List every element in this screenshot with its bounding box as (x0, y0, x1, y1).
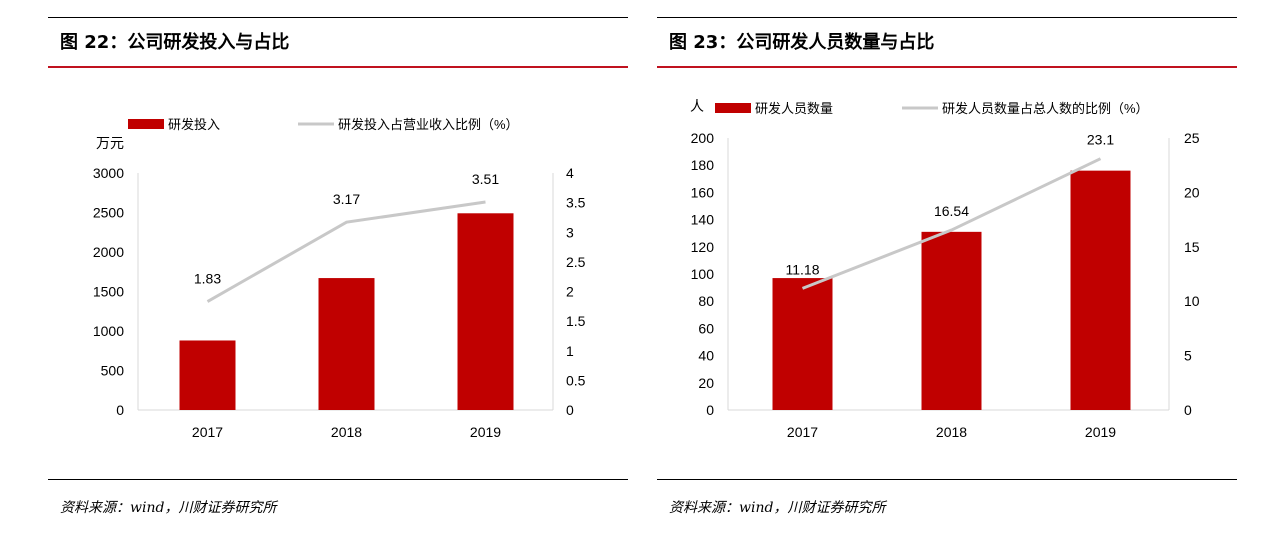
line-data-label: 23.1 (1087, 132, 1114, 148)
y-right-tick-label: 1.5 (566, 313, 586, 329)
rd-investment-chart: 研发投入 研发投入占营业收入比例（%） 万元 0 500 1000 1500 2000 2500… (93, 117, 586, 440)
bar-2019 (457, 213, 514, 410)
bar-2017 (179, 340, 236, 410)
y-right-tick-label: 3.5 (566, 195, 586, 211)
y-left-tick-label: 0 (116, 402, 124, 418)
y-left-tick-label: 2000 (93, 244, 124, 260)
x-tick-label: 2018 (936, 424, 967, 440)
y-left-tick-label: 20 (698, 375, 714, 391)
line-data-label: 3.17 (333, 191, 360, 207)
ratio-line (206, 200, 486, 303)
y-left-unit-label: 万元 (96, 135, 124, 151)
legend-line-label: 研发人员数量占总人数的比例（%） (942, 101, 1149, 116)
y-left-tick-label: 140 (691, 212, 715, 228)
x-tick-label: 2017 (192, 424, 223, 440)
y-left-tick-label: 0 (706, 402, 714, 418)
y-right-tick-label: 25 (1184, 130, 1200, 146)
y-left-tick-label: 100 (691, 266, 715, 282)
y-left-tick-label: 180 (691, 157, 715, 173)
line-data-label: 3.51 (472, 171, 499, 187)
x-tick-label: 2019 (1085, 424, 1116, 440)
rd-staff-chart: 研发人员数量 研发人员数量占总人数的比例（%）人02040608010012014… (690, 98, 1200, 440)
y-right-tick-label: 0 (1184, 402, 1192, 418)
line-data-label: 11.18 (786, 261, 820, 277)
bar-2018 (318, 278, 375, 410)
x-tick-label: 2017 (787, 424, 818, 440)
y-right-tick-label: 3 (566, 224, 574, 240)
top-rule (657, 17, 1237, 18)
y-left-tick-label: 120 (691, 239, 715, 255)
figure-23-panel: 图 23：公司研发人员数量与占比 研发人员数量 研发人员数量占总人数的比例（%） 人… (657, 0, 1237, 548)
top-rule (48, 17, 628, 18)
y-right-tick-label: 4 (566, 165, 574, 181)
line-data-label: 16.54 (934, 203, 969, 219)
y-right-tick-label: 0.5 (566, 372, 586, 388)
x-tick-label: 2019 (470, 424, 501, 440)
figure-title: 图 23：公司研发人员数量与占比 (669, 32, 935, 53)
y-left-tick-label: 60 (698, 320, 714, 336)
y-right-tick-label: 2 (566, 284, 574, 300)
title-underline (657, 66, 1237, 68)
bar-2019 (1070, 170, 1131, 410)
y-left-tick-label: 1500 (93, 284, 124, 300)
x-tick-label: 2018 (331, 424, 362, 440)
legend-bar-label: 研发投入 (168, 117, 220, 132)
bar-2018 (921, 231, 982, 410)
y-left-tick-label: 2500 (93, 205, 124, 221)
source-note: 资料来源：wind，川财证券研究所 (60, 500, 277, 516)
y-right-tick-label: 15 (1184, 239, 1200, 255)
y-left-tick-label: 80 (698, 293, 714, 309)
source-note: 资料来源：wind，川财证券研究所 (669, 500, 886, 516)
ratio-line (801, 157, 1102, 290)
y-left-tick-label: 40 (698, 348, 714, 364)
y-right-tick-label: 0 (566, 402, 574, 418)
legend-bar-swatch (128, 119, 164, 129)
y-right-tick-label: 5 (1184, 348, 1192, 364)
y-right-tick-label: 10 (1184, 293, 1200, 309)
y-left-tick-label: 200 (691, 130, 715, 146)
line-data-label: 1.83 (194, 271, 221, 287)
legend-line-label: 研发投入占营业收入比例（%） (338, 117, 519, 132)
title-underline (48, 66, 628, 68)
y-left-unit-label: 人 (690, 98, 704, 114)
figure-22-panel: 图 22：公司研发投入与占比 研发投入 研发投入占营业收入比例（%） 万元 0 500 1… (48, 0, 628, 548)
y-left-tick-label: 3000 (93, 165, 124, 181)
y-right-tick-label: 20 (1184, 184, 1200, 200)
y-left-tick-label: 500 (101, 363, 125, 379)
figure-title: 图 22：公司研发投入与占比 (60, 32, 290, 53)
bottom-rule (657, 479, 1237, 480)
legend-bar-label: 研发人员数量 (755, 101, 833, 116)
y-left-tick-label: 1000 (93, 323, 124, 339)
y-left-tick-label: 160 (691, 184, 715, 200)
legend-bar-swatch (715, 103, 751, 113)
bar-2017 (772, 278, 833, 410)
y-right-tick-label: 1 (566, 343, 574, 359)
bottom-rule (48, 479, 628, 480)
y-right-tick-label: 2.5 (566, 254, 586, 270)
